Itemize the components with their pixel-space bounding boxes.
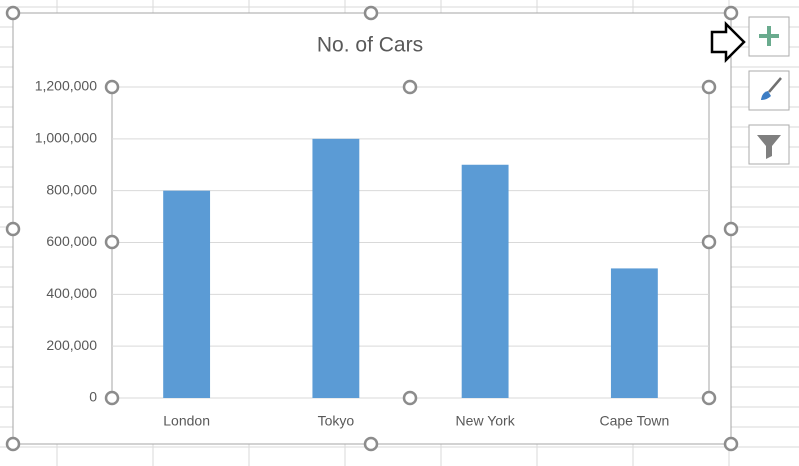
resize-handle	[402, 79, 418, 95]
resize-handle	[723, 436, 739, 452]
bar	[610, 268, 658, 398]
resize-handle	[701, 234, 717, 250]
resize-handle	[104, 79, 120, 95]
resize-handle	[723, 221, 739, 237]
x-tick-label: Tokyo	[318, 413, 355, 429]
brush-handle	[768, 77, 782, 93]
resize-handle	[363, 436, 379, 452]
resize-handle	[363, 5, 379, 21]
resize-handle	[5, 436, 21, 452]
resize-handle	[5, 221, 21, 237]
resize-handle	[701, 79, 717, 95]
x-tick-label: London	[163, 413, 210, 429]
y-tick-label: 200,000	[46, 337, 97, 353]
selection-handles	[5, 5, 739, 452]
x-tick-label: New York	[456, 413, 516, 429]
plus-icon	[759, 26, 779, 46]
y-tick-label: 0	[89, 389, 97, 405]
x-tick-label: Cape Town	[599, 413, 669, 429]
resize-handle	[104, 390, 120, 406]
y-tick-label: 400,000	[46, 285, 97, 301]
pointer-arrow	[710, 20, 746, 64]
brush-tip	[761, 91, 771, 100]
y-tick-label: 1,000,000	[35, 130, 97, 146]
resize-handle	[723, 5, 739, 21]
bar	[461, 164, 509, 398]
chart-title: No. of Cars	[317, 34, 423, 57]
resize-handle	[104, 234, 120, 250]
bar	[312, 138, 360, 399]
y-tick-label: 600,000	[46, 233, 97, 249]
resize-handle	[402, 390, 418, 406]
filter-icon	[757, 135, 781, 159]
resize-handle	[5, 5, 21, 21]
y-tick-label: 1,200,000	[35, 78, 97, 94]
resize-handle	[701, 390, 717, 406]
bar	[163, 190, 211, 398]
y-tick-label: 800,000	[46, 181, 97, 197]
